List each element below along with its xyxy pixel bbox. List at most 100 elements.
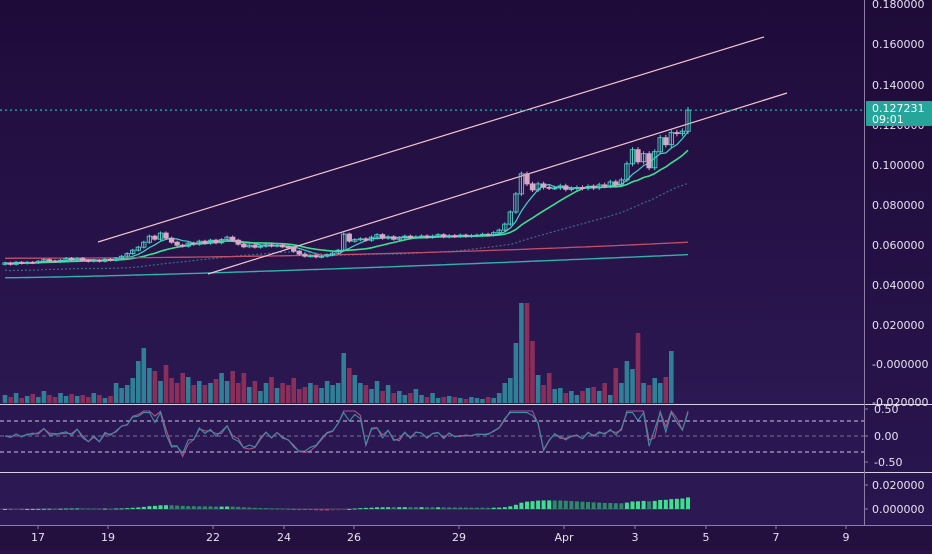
volume-bar — [485, 397, 491, 403]
histogram-bar — [630, 501, 635, 509]
histogram-bar — [258, 508, 263, 509]
volume-bar — [530, 341, 535, 403]
candle-bear — [279, 244, 286, 248]
histogram-bar — [430, 507, 435, 509]
main-pane-background — [0, 0, 864, 404]
time-tick-label: 3 — [632, 531, 639, 544]
histogram-bar — [53, 508, 57, 510]
histogram-bar — [30, 509, 35, 510]
histogram-bar — [491, 507, 496, 509]
histogram-bar — [341, 509, 346, 510]
volume-bar — [74, 396, 80, 403]
candle-bull — [2, 262, 8, 265]
volume-bar — [119, 388, 124, 403]
price-axis[interactable]: 0.180000 0.160000 0.140000 0.120000 0.10… — [872, 0, 928, 409]
candle-bull — [141, 241, 147, 248]
time-tick-label: 7 — [773, 531, 780, 544]
oscillator-axis[interactable]: 0.50 0.00 -0.50 — [864, 403, 902, 469]
histogram-bar — [663, 499, 668, 509]
histogram-bar — [141, 506, 146, 509]
candle-bull — [446, 235, 452, 238]
volume-bar — [641, 383, 646, 403]
volume-bar — [630, 369, 635, 403]
osc-tick-label: 0.50 — [874, 403, 899, 416]
histogram-axis[interactable]: 0.020000 0.000000 — [864, 479, 925, 516]
ma-slow-teal-line — [4, 253, 689, 279]
histogram-bar — [202, 506, 207, 509]
volume-bar — [86, 397, 91, 403]
histogram-bar — [580, 501, 585, 509]
price-axis-background[interactable] — [864, 0, 932, 525]
candle-bull — [74, 257, 80, 261]
volume-bar — [30, 394, 36, 403]
histogram-bar — [558, 500, 563, 509]
time-axis[interactable]: 17 19 22 24 26 29 Apr 3 5 7 9 — [31, 531, 850, 544]
histogram-bar — [525, 501, 529, 509]
histogram-bar — [158, 505, 163, 509]
histogram-bar — [275, 508, 280, 510]
candle-bull — [624, 163, 630, 181]
volume-bar — [285, 385, 291, 403]
volume-bar — [585, 388, 591, 403]
candle-bull — [607, 181, 613, 187]
volume-bar — [541, 385, 546, 403]
histogram-bar — [208, 506, 213, 509]
candle-bear — [363, 238, 369, 241]
time-axis-background[interactable] — [0, 525, 932, 550]
volume-bar — [108, 396, 113, 403]
volume-bar — [130, 378, 135, 403]
histogram-bar — [175, 505, 180, 509]
volume-bar — [474, 398, 480, 403]
momentum-histogram — [0, 497, 690, 511]
volume-bar — [508, 378, 513, 403]
candle-bear — [424, 235, 430, 238]
histogram-bar — [291, 509, 296, 510]
candle-bear — [80, 257, 86, 261]
volume-bar — [69, 394, 74, 403]
volume-bar — [458, 398, 463, 403]
histogram-bar — [8, 509, 13, 510]
histogram-bar — [569, 501, 574, 509]
volume-bar — [319, 388, 324, 403]
candle-bull — [396, 237, 402, 240]
volume-bar — [113, 383, 119, 403]
candle-bull — [640, 153, 647, 163]
time-axis-ticks — [37, 525, 847, 529]
histogram-bar — [330, 509, 335, 511]
hist-tick-label: 0.000000 — [872, 503, 925, 516]
candle-bull — [335, 249, 341, 254]
candle-bull — [102, 258, 108, 262]
histogram-bar — [25, 509, 30, 510]
volume-bar — [619, 383, 624, 403]
candle-bear — [529, 183, 536, 191]
time-tick-label: 26 — [347, 531, 361, 544]
histogram-bar — [680, 498, 685, 509]
volume-bar — [552, 389, 557, 403]
volume-bar — [519, 303, 524, 403]
volume-bar — [208, 383, 213, 403]
volume-bar — [624, 361, 630, 403]
histogram-bar — [380, 507, 385, 509]
candle-bull — [552, 187, 558, 190]
histogram-bar — [508, 506, 513, 509]
candle-bear — [180, 244, 186, 247]
volume-bar — [669, 351, 674, 403]
candle-bear — [252, 244, 258, 248]
histogram-bar — [597, 502, 602, 509]
candle-bull — [196, 240, 202, 245]
last-price-tag: 0.127231 09:01 — [866, 101, 932, 126]
histogram-bar — [225, 506, 230, 509]
histogram-bar — [463, 507, 468, 509]
histogram-bar — [563, 500, 568, 509]
histogram-bar — [186, 506, 191, 509]
candle-bull — [685, 109, 691, 132]
volume-bar — [302, 387, 308, 403]
volume-bar — [413, 389, 419, 403]
candle-bull — [657, 137, 663, 153]
candle-bear — [391, 236, 397, 240]
candle-bull — [57, 259, 64, 263]
volume-bar — [147, 368, 152, 403]
histogram-bar — [236, 506, 241, 509]
